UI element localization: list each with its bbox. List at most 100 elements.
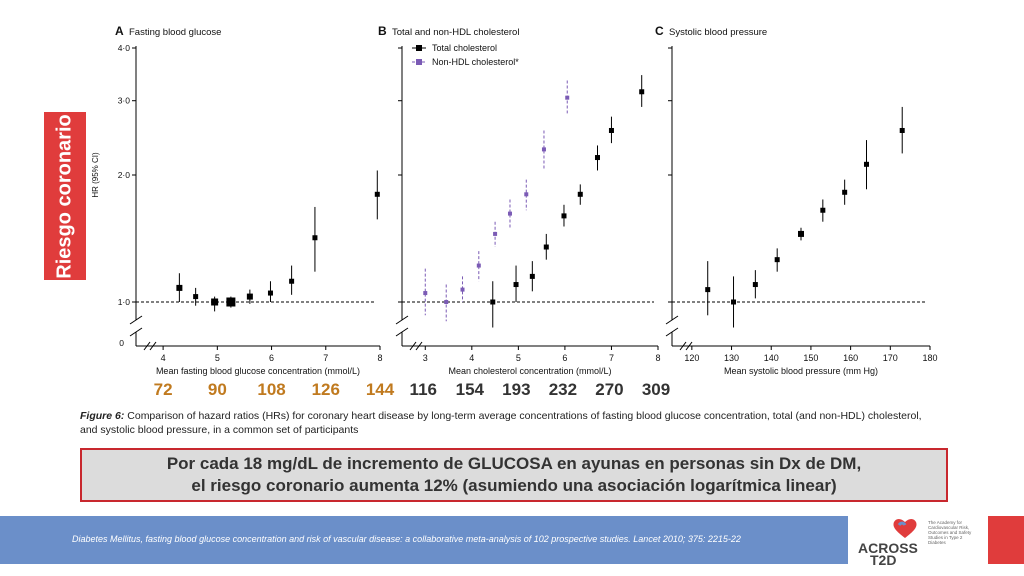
data-point xyxy=(289,278,295,284)
cholesterol-mgdl-label: 154 xyxy=(455,380,484,399)
data-point xyxy=(226,297,236,307)
callout-line-1: Por cada 18 mg/dL de incremento de GLUCO… xyxy=(166,454,862,473)
logo-tagline: The Academy for Cardiovascular Risk, Out… xyxy=(928,520,972,545)
cholesterol-mgdl-label: 116 xyxy=(409,380,437,399)
y-tick-label: 1·0 xyxy=(118,297,131,307)
panel-title-C: Systolic blood pressure xyxy=(669,27,767,38)
x-tick-label: 5 xyxy=(215,353,220,363)
legend-label: Total cholesterol xyxy=(432,43,497,53)
legend-label: Non-HDL cholesterol* xyxy=(432,57,519,67)
y-tick-label: 4·0 xyxy=(118,43,131,53)
x-tick-label: 120 xyxy=(684,353,699,363)
data-point xyxy=(374,191,380,197)
x-tick-label: 5 xyxy=(516,353,521,363)
data-point xyxy=(476,263,481,268)
x-tick-label: 180 xyxy=(922,353,937,363)
glucose-mgdl-label: 108 xyxy=(257,380,286,399)
x-tick-label: 8 xyxy=(377,353,382,363)
data-point xyxy=(752,282,758,288)
callout-line-2: el riesgo coronario aumenta 12% (asumien… xyxy=(191,476,837,495)
x-tick-label: 6 xyxy=(562,353,567,363)
x-tick-label: 150 xyxy=(803,353,818,363)
x-tick-label: 170 xyxy=(883,353,898,363)
x-tick-label: 3 xyxy=(423,353,428,363)
panel-letter-C: C xyxy=(655,24,664,38)
figure-caption: Figure 6: Comparison of hazard ratios (H… xyxy=(80,409,940,437)
corner-accent-block xyxy=(988,516,1024,564)
glucose-mgdl-label: 144 xyxy=(365,380,395,399)
axis-break-mark xyxy=(395,315,409,325)
side-label-text: Riesgo coronario xyxy=(53,113,76,279)
footer-citation: Diabetes Mellitus, fasting blood glucose… xyxy=(72,534,741,544)
caption-text: Comparison of hazard ratios (HRs) for co… xyxy=(80,410,922,436)
data-point xyxy=(565,95,570,100)
axis-break-mark xyxy=(665,315,679,325)
data-point xyxy=(513,282,519,288)
axis-break-mark xyxy=(409,341,417,351)
axis-break-mark xyxy=(143,341,151,351)
x-axis-title-C: Mean systolic blood pressure (mm Hg) xyxy=(724,366,878,376)
cholesterol-mgdl-label: 232 xyxy=(548,380,578,399)
hazard-ratio-figure: A Fasting blood glucose 4 5 6 7 8 Mean fasting … xyxy=(91,24,938,376)
data-point xyxy=(541,147,546,152)
data-point xyxy=(842,189,848,195)
data-point xyxy=(211,298,219,306)
glucose-mgdl-label: 126 xyxy=(311,380,340,399)
x-tick-label: 7 xyxy=(609,353,614,363)
data-point xyxy=(577,191,583,197)
y-axis-title: HR (95% CI) xyxy=(91,152,100,198)
data-point xyxy=(863,161,869,167)
legend-marker xyxy=(416,45,422,51)
data-point xyxy=(543,244,549,250)
logo-wordmark: ACROSS T2D xyxy=(858,540,918,568)
data-point xyxy=(312,235,318,241)
data-point xyxy=(444,300,449,304)
key-message-callout: Por cada 18 mg/dL de incremento de GLUCO… xyxy=(80,448,948,502)
x-tick-label: 4 xyxy=(469,353,474,363)
x-tick-label: 4 xyxy=(161,353,166,363)
data-point xyxy=(193,294,199,300)
logo-line-2: T2D xyxy=(870,552,897,568)
legend-marker xyxy=(416,59,422,65)
axis-break-mark xyxy=(395,327,409,337)
cholesterol-mgdl-label: 270 xyxy=(595,380,624,399)
cholesterol-mgdl-label: 193 xyxy=(502,380,531,399)
panel-letter-B: B xyxy=(378,24,387,38)
data-point xyxy=(423,291,428,296)
data-point xyxy=(529,273,535,279)
x-axis-title-A: Mean fasting blood glucose concentration… xyxy=(156,366,360,376)
data-point xyxy=(820,207,826,213)
data-point xyxy=(608,127,614,133)
data-point xyxy=(561,213,567,219)
glucose-mgdl-label: 72 xyxy=(153,380,173,399)
y-tick-label: 0 xyxy=(119,338,124,348)
panel-title-B: Total and non-HDL cholesterol xyxy=(392,27,519,38)
axis-break-mark xyxy=(129,315,143,325)
x-tick-label: 8 xyxy=(655,353,660,363)
data-point xyxy=(705,287,711,293)
data-point xyxy=(490,299,496,305)
axis-break-mark xyxy=(665,327,679,337)
y-tick-label: 2·0 xyxy=(118,170,131,180)
glucose-mgdl-label: 90 xyxy=(207,380,227,399)
panel-letter-A: A xyxy=(115,24,124,38)
data-point xyxy=(639,89,645,95)
x-tick-label: 130 xyxy=(724,353,739,363)
panel-title-A: Fasting blood glucose xyxy=(129,27,221,38)
y-tick-label: 3·0 xyxy=(118,96,131,106)
x-tick-label: 140 xyxy=(764,353,779,363)
data-point xyxy=(246,293,253,300)
footer-bar: Diabetes Mellitus, fasting blood glucose… xyxy=(0,516,848,564)
data-point xyxy=(176,284,183,291)
x-tick-label: 7 xyxy=(323,353,328,363)
x-tick-label: 6 xyxy=(269,353,274,363)
data-point xyxy=(798,230,804,237)
data-point xyxy=(507,211,512,216)
data-point xyxy=(460,287,465,292)
axis-break-mark xyxy=(415,341,423,351)
logo-line-1: ACROSS xyxy=(858,540,918,556)
caption-label: Figure 6: xyxy=(80,410,125,422)
cholesterol-mgdl-label: 309 xyxy=(641,380,671,399)
data-point xyxy=(731,299,737,305)
axis-break-mark xyxy=(685,341,693,351)
